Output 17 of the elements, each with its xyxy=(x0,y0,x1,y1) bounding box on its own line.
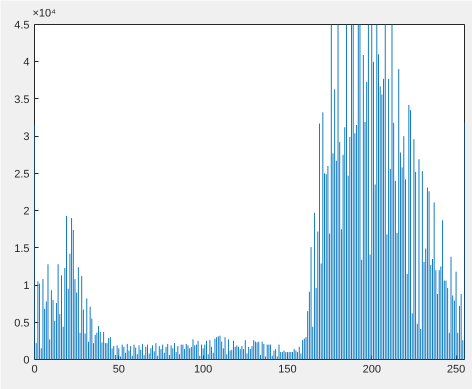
x-tick-label: 50 xyxy=(112,364,125,376)
text: ×10⁴ xyxy=(32,8,56,20)
y-tick-label: 3.5 xyxy=(14,94,30,106)
y-tick-label: 3 xyxy=(23,131,30,144)
y-tick-label: 1.5 xyxy=(14,242,30,255)
y-tick-label: 2.5 xyxy=(14,168,30,180)
y-tick-label: 0.5 xyxy=(14,317,30,330)
y-tick-label: 4 xyxy=(23,56,30,69)
y-tick-label: 0 xyxy=(23,354,30,366)
x-tick-label: 200 xyxy=(362,364,381,376)
x-tick-label: 100 xyxy=(194,364,212,376)
y-tick-label: 2 xyxy=(23,206,30,218)
x-tick-label: 250 xyxy=(446,364,466,376)
y-tick-label: 4.5 xyxy=(14,20,30,32)
x-tick-label: 0 xyxy=(31,364,38,376)
y-tick-label: 1 xyxy=(23,280,30,292)
x-tick-label: 150 xyxy=(278,364,297,376)
